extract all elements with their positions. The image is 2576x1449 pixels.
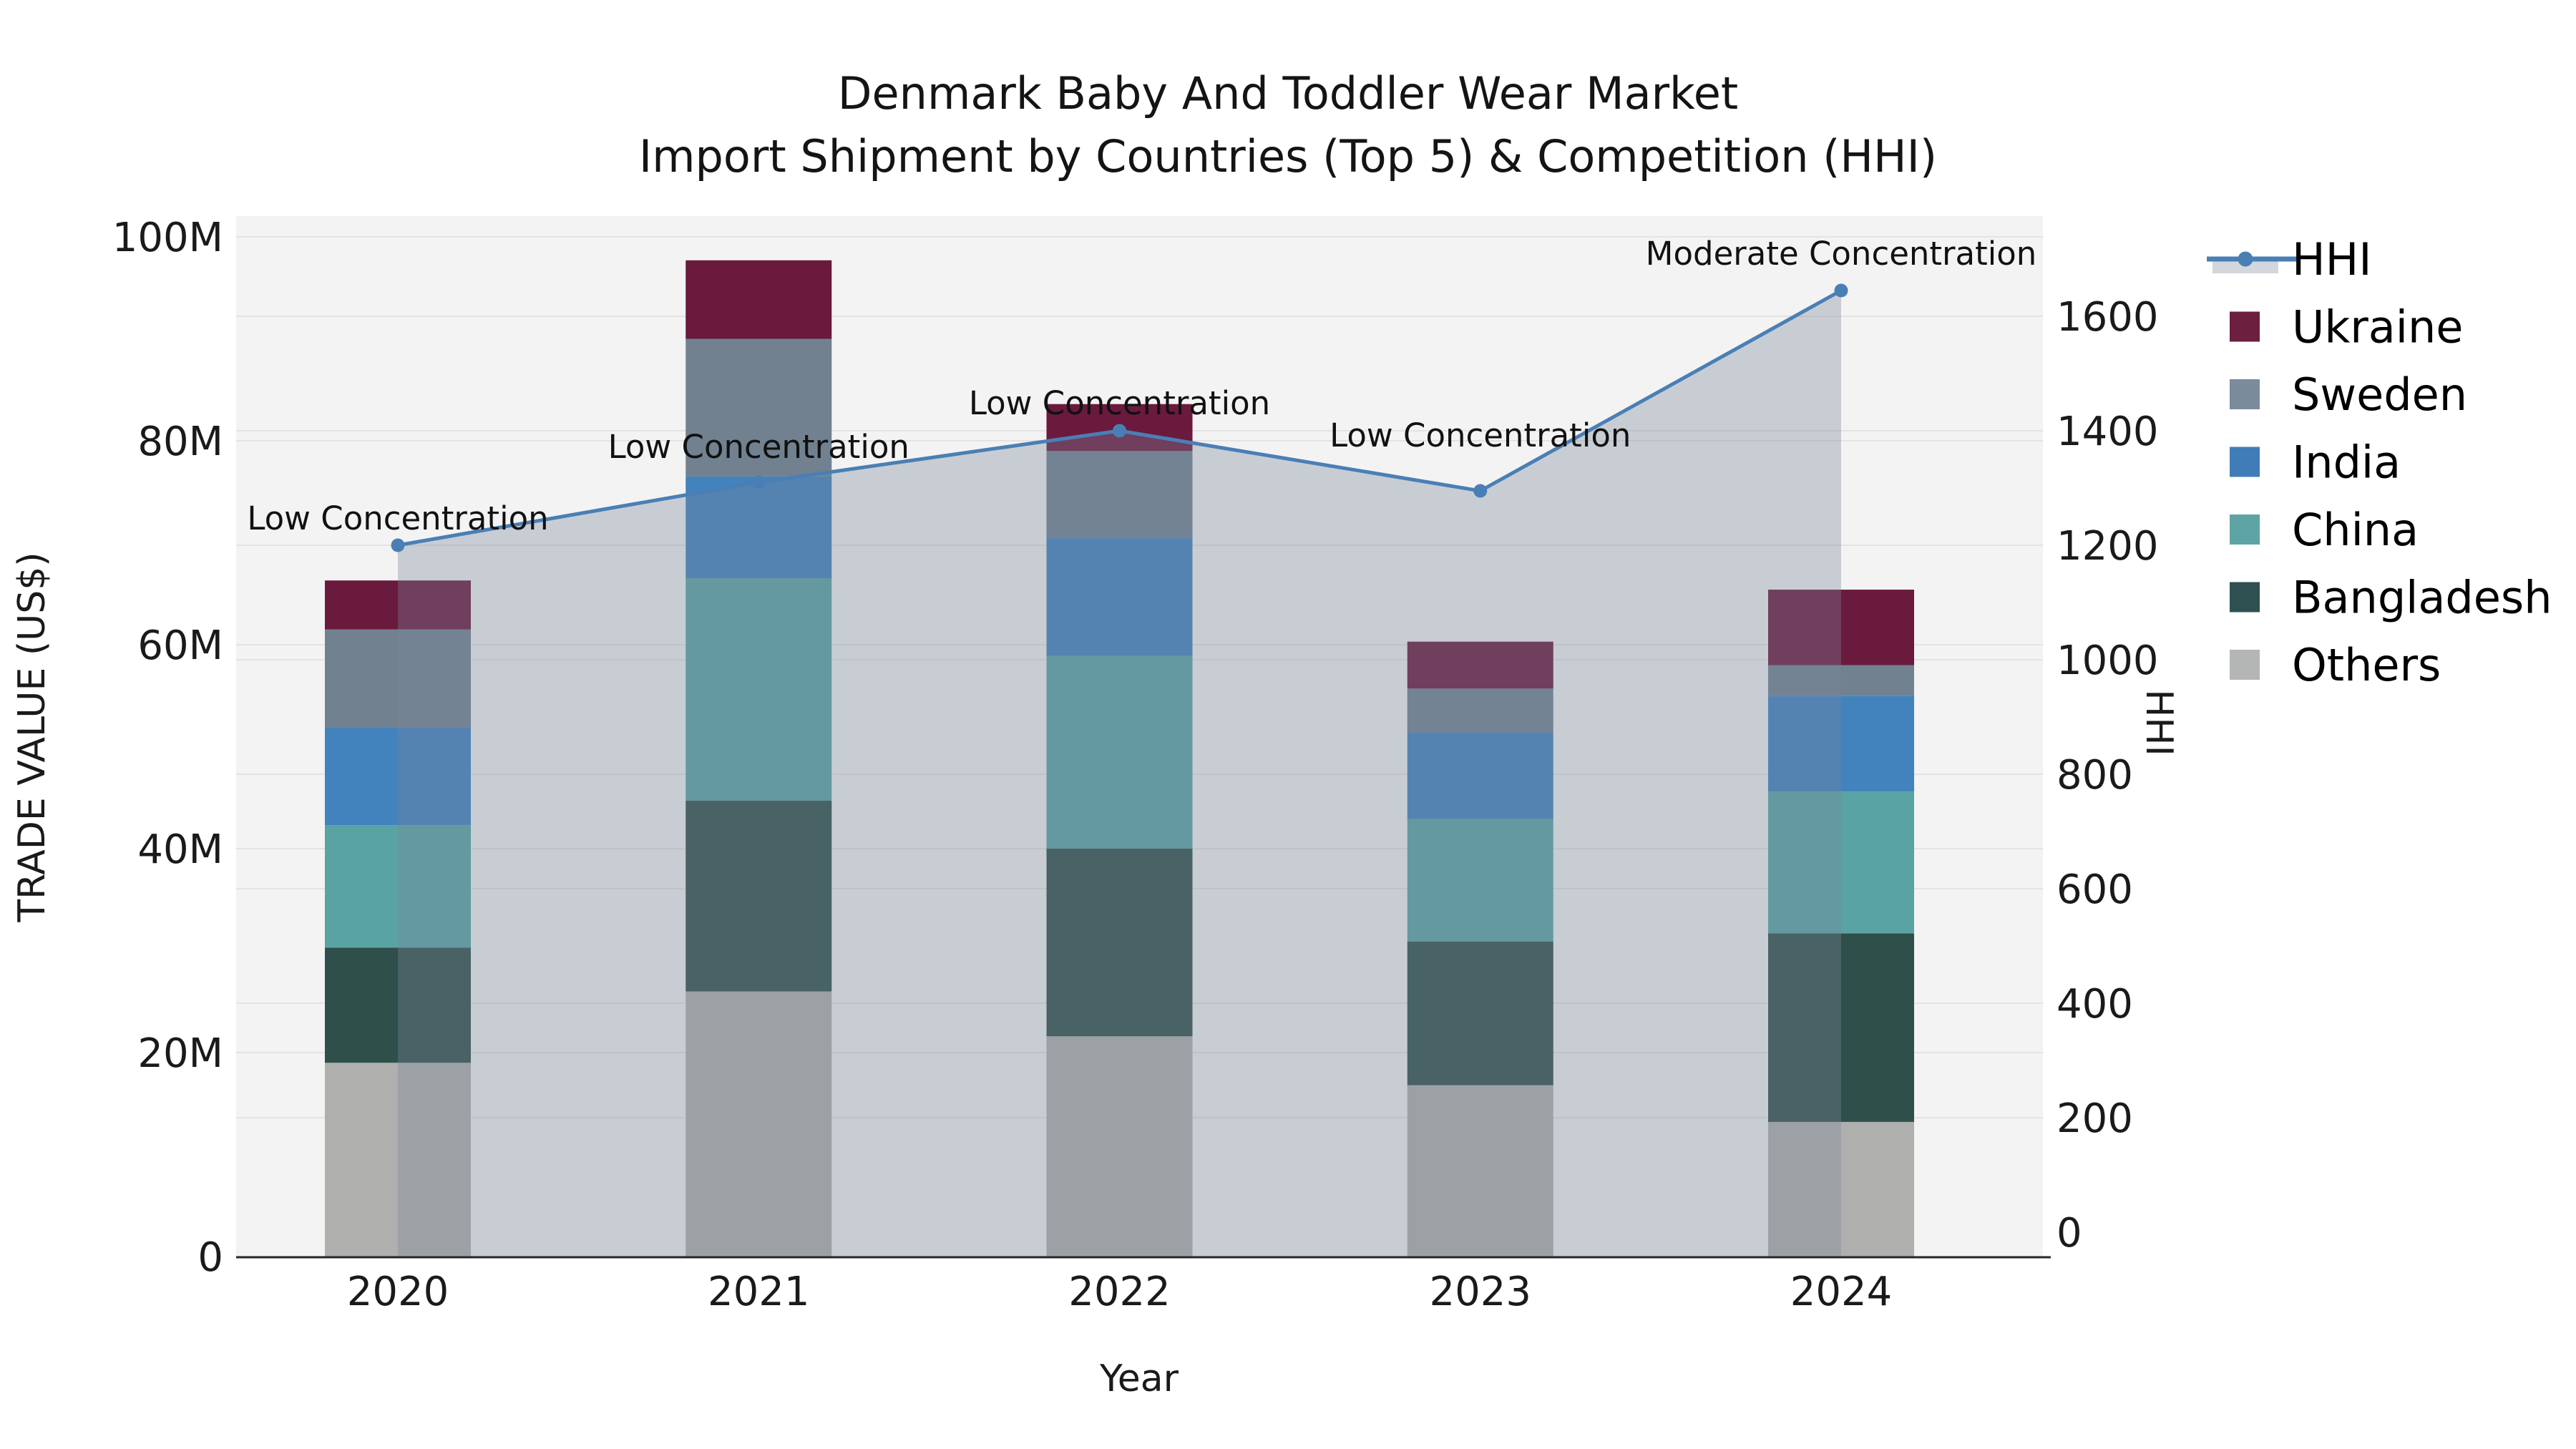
bar-segment-india-2021 (686, 476, 832, 579)
y-right-tick-1000: 1000 (2057, 638, 2159, 684)
bar-segment-india-2022 (1046, 537, 1193, 656)
legend-swatch-sweden (2230, 379, 2260, 409)
y-right-tick-400: 400 (2057, 981, 2133, 1028)
annotation-2024: Moderate Concentration (1646, 235, 2037, 273)
y-left-tick-40M: 40M (137, 826, 223, 873)
bar-segment-india-2023 (1407, 732, 1553, 819)
hhi-line-layer (391, 283, 1848, 552)
bar-segment-china-2020 (325, 825, 471, 948)
bar-segment-sweden-2021 (686, 338, 832, 477)
annotation-2021: Low Concentration (608, 428, 909, 466)
bar-segment-china-2021 (686, 578, 832, 801)
bar-segment-ukraine-2021 (686, 260, 832, 339)
hhi-area-layer (398, 291, 1841, 1257)
y-left-tick-100M: 100M (112, 215, 223, 261)
x-tick-2021: 2021 (708, 1269, 810, 1315)
bar-segment-ukraine-2020 (325, 580, 471, 630)
hhi-marker-2020 (391, 538, 405, 552)
legend-label-bangladesh: Bangladesh (2292, 572, 2552, 624)
y-axis-right-label: HHI (2137, 689, 2180, 756)
chart-title-line1: Denmark Baby And Toddler Wear Market (838, 67, 1738, 119)
legend: HHI Ukraine Sweden India China Bangladesh Othe… (2207, 233, 2552, 691)
x-tick-2022: 2022 (1068, 1269, 1171, 1315)
legend-swatch-ukraine (2230, 311, 2260, 342)
bar-segment-ukraine-2023 (1407, 641, 1553, 689)
legend-label-india: India (2292, 436, 2401, 489)
bar-segment-china-2022 (1046, 655, 1193, 849)
legend-swatch-india (2230, 447, 2260, 477)
x-tick-2024: 2024 (1790, 1269, 1893, 1315)
annotation-2023: Low Concentration (1330, 416, 1631, 454)
bar-segment-india-2024 (1768, 696, 1914, 792)
legend-label-china: China (2292, 504, 2419, 556)
y-right-tick-200: 200 (2057, 1096, 2133, 1142)
y-left-tick-80M: 80M (137, 419, 223, 465)
y-axis-left-label: TRADE VALUE (US$) (11, 552, 54, 922)
y-left-tick-0: 0 (197, 1234, 223, 1281)
legend-label-others: Others (2292, 639, 2441, 691)
y-right-tick-1600: 1600 (2057, 294, 2159, 341)
legend-hhi-marker-icon (2238, 251, 2253, 267)
bar-segment-others-2022 (1046, 1036, 1193, 1257)
bar-segment-bangladesh-2023 (1407, 941, 1553, 1085)
bar-segment-sweden-2024 (1768, 665, 1914, 696)
chart-title-line2: Import Shipment by Countries (Top 5) & C… (639, 130, 1937, 182)
hhi-marker-2023 (1473, 484, 1488, 498)
bar-segment-bangladesh-2024 (1768, 933, 1914, 1122)
bar-segment-bangladesh-2021 (686, 801, 832, 992)
annotation-2020: Low Concentration (247, 499, 548, 537)
annotation-2022: Low Concentration (969, 384, 1270, 422)
hhi-marker-2022 (1113, 424, 1126, 438)
y-left-tick-20M: 20M (137, 1030, 223, 1077)
y-right-tick-1200: 1200 (2057, 523, 2159, 570)
legend-swatch-others (2230, 650, 2260, 680)
bar-segment-sweden-2022 (1046, 451, 1193, 538)
y-right-tick-0: 0 (2057, 1210, 2082, 1257)
stacked-bars-layer (325, 260, 1914, 1257)
annotation-layer: Low Concentration Low Concentration Low Co… (247, 235, 2036, 537)
bar-segment-china-2023 (1407, 819, 1553, 942)
hhi-marker-2024 (1834, 283, 1848, 298)
bar-segment-others-2021 (686, 991, 832, 1257)
x-tick-2023: 2023 (1429, 1269, 1531, 1315)
hhi-area (398, 291, 1841, 1257)
legend-label-sweden: Sweden (2292, 369, 2467, 421)
bar-segment-others-2020 (325, 1063, 471, 1257)
bar-segment-others-2024 (1768, 1121, 1914, 1257)
y-left-tick-60M: 60M (137, 623, 223, 669)
tick-label-layer: 0 20M 40M 60M 80M 100M 0 200 400 600 800 1000 1200 14… (112, 215, 2159, 1315)
legend-hhi-area-swatch (2212, 261, 2278, 273)
x-tick-2020: 2020 (347, 1269, 449, 1315)
y-right-tick-1400: 1400 (2057, 409, 2159, 455)
legend-swatch-bangladesh (2230, 582, 2260, 613)
bar-segment-sweden-2020 (325, 629, 471, 728)
legend-label-ukraine: Ukraine (2292, 301, 2463, 353)
legend-label-hhi: HHI (2292, 233, 2372, 286)
legend-swatch-china (2230, 514, 2260, 545)
hhi-marker-2021 (751, 475, 766, 489)
bar-segment-sweden-2023 (1407, 688, 1553, 733)
bar-segment-india-2020 (325, 727, 471, 826)
bar-segment-ukraine-2024 (1768, 590, 1914, 665)
bar-segment-china-2024 (1768, 791, 1914, 934)
x-axis-label: Year (1099, 1357, 1179, 1400)
y-right-tick-800: 800 (2057, 752, 2133, 799)
bar-segment-bangladesh-2020 (325, 947, 471, 1063)
bar-segment-bangladesh-2022 (1046, 849, 1193, 1037)
y-right-tick-600: 600 (2057, 867, 2133, 913)
bar-segment-others-2023 (1407, 1085, 1553, 1257)
